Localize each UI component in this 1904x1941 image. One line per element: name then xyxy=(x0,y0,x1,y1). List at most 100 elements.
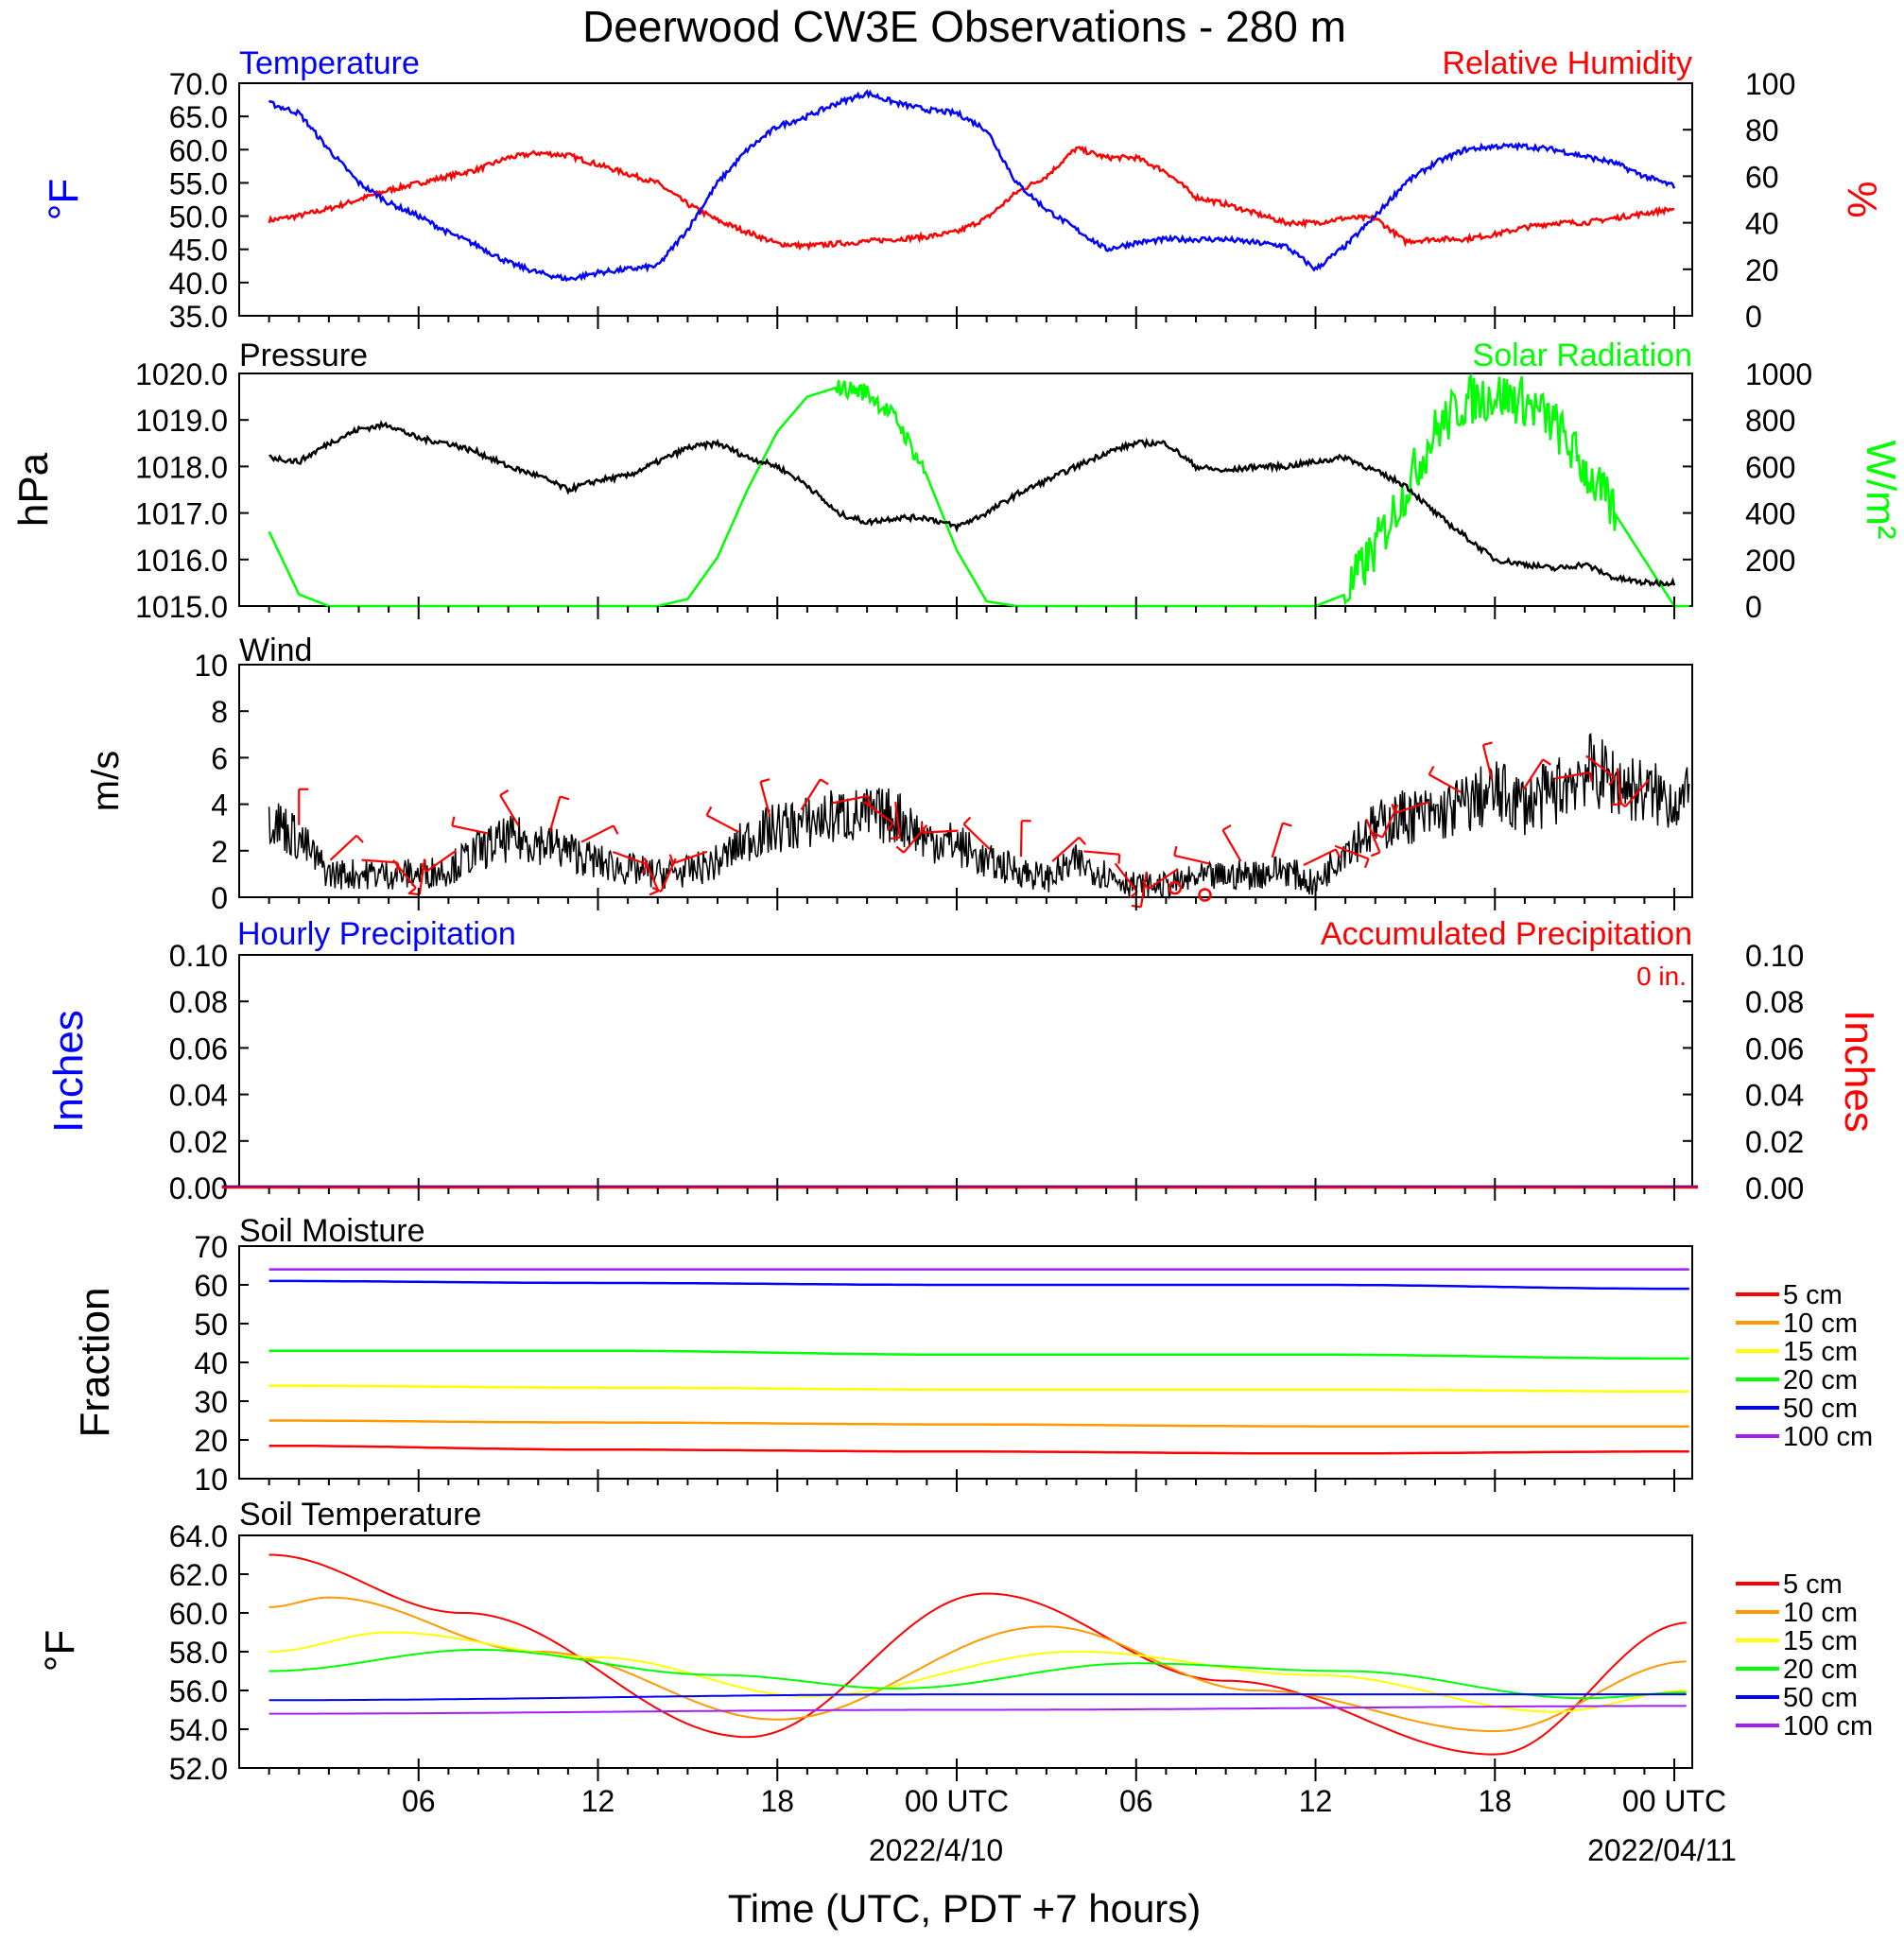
chart-title: Deerwood CW3E Observations - 280 m xyxy=(582,2,1346,51)
temp-tick-4: 50.0 xyxy=(169,200,228,234)
wind-barb-flag xyxy=(895,845,905,854)
temp-tick-6: 40.0 xyxy=(169,267,228,301)
wind-barb xyxy=(643,857,660,892)
soilt-tick-5: 54.0 xyxy=(169,1713,228,1747)
solar-tick-4: 200 xyxy=(1745,544,1795,578)
wind-barb-flag xyxy=(668,854,675,864)
pressure-unit: hPa xyxy=(10,452,57,527)
pressure-line xyxy=(268,420,1676,588)
soil-temp-line-5 xyxy=(268,1705,1687,1715)
rh-tick-1: 80 xyxy=(1745,113,1779,147)
precip-tick-3: 0.04 xyxy=(169,1079,228,1113)
wind-barb xyxy=(922,829,959,834)
soil-temp-unit: °F xyxy=(37,1630,83,1672)
solar-line xyxy=(268,373,1689,608)
wind-barb xyxy=(612,850,648,866)
soil-moisture-legend-label-2: 15 cm xyxy=(1783,1337,1858,1367)
soil-moisture-line-4 xyxy=(268,1279,1689,1291)
wind-barb-flag xyxy=(612,824,619,835)
wind-barbs xyxy=(298,741,1650,909)
rh-tick-4: 20 xyxy=(1745,253,1779,287)
temperature-line xyxy=(268,89,1676,283)
soil-temp-line-0 xyxy=(268,1553,1687,1756)
wind-barb xyxy=(1394,801,1430,814)
soil-temp-line-4 xyxy=(268,1693,1687,1702)
x-tick-label-3: 00 UTC xyxy=(905,1784,1009,1818)
panel-soil-moisture: Soil Moisture Fraction 70 60 50 40 30 20 10 5 … xyxy=(72,1213,1873,1497)
soilt-tick-6: 52.0 xyxy=(169,1752,228,1786)
x-tick-label-0: 06 xyxy=(402,1784,436,1818)
wind-calm-marker xyxy=(1198,888,1212,902)
wind-barb-flag xyxy=(886,822,894,832)
wind-barb-flag xyxy=(1142,880,1150,890)
precip-tick-2: 0.06 xyxy=(169,1031,228,1066)
soilm-tick-5: 20 xyxy=(194,1424,228,1458)
hourly-precip-tick-labels: 0.10 0.08 0.06 0.04 0.02 0.00 xyxy=(169,939,249,1205)
wind-barb xyxy=(962,823,991,850)
wind-barb-flag xyxy=(1078,836,1086,845)
wind-barb xyxy=(706,814,739,834)
wind-barb xyxy=(1221,829,1242,862)
temp-tick-2: 60.0 xyxy=(169,133,228,167)
wind-barb-flag xyxy=(420,862,428,873)
wind-barb xyxy=(672,850,708,865)
x-tick-label-4: 06 xyxy=(1119,1784,1153,1818)
soilm-tick-2: 50 xyxy=(194,1308,228,1342)
soil-temp-legend-label-1: 10 cm xyxy=(1783,1598,1858,1628)
wind-barb-flag xyxy=(1608,776,1616,787)
wind-barb-flag xyxy=(921,823,924,833)
wind-barb xyxy=(1083,850,1120,856)
wind-barb-flag xyxy=(1117,854,1121,864)
panel-precipitation: Hourly Precipitation Accumulated Precipi… xyxy=(45,916,1882,1205)
soil-temp-tick-labels: 64.0 62.0 60.0 58.0 56.0 54.0 52.0 xyxy=(169,1519,249,1786)
wind-barb xyxy=(660,858,677,893)
soil-moisture-line-3 xyxy=(268,1349,1689,1360)
accum-precip-title: Accumulated Precipitation xyxy=(1321,916,1692,952)
soil-temp-legend-label-3: 20 cm xyxy=(1783,1655,1858,1685)
wind-barb-flag xyxy=(760,778,770,783)
temperature-title: Temperature xyxy=(239,45,420,81)
wind-barb xyxy=(1019,821,1023,858)
soilm-tick-1: 60 xyxy=(194,1269,228,1303)
temperature-unit: °F xyxy=(41,179,87,220)
soil-temp-lines xyxy=(268,1553,1687,1756)
pressure-title: Pressure xyxy=(239,338,368,373)
soilt-tick-2: 60.0 xyxy=(169,1597,228,1631)
accum-tick-2: 0.06 xyxy=(1745,1031,1804,1066)
solar-unit: W/m² xyxy=(1858,440,1904,539)
wind-barb xyxy=(392,858,417,889)
x-axis-date-1: 2022/4/10 xyxy=(869,1833,1003,1867)
wind-barb-flag xyxy=(962,816,972,825)
wind-barb xyxy=(894,802,901,838)
wind-barb-flag xyxy=(1428,765,1435,775)
solar-title: Solar Radiation xyxy=(1473,338,1692,373)
solar-tick-0: 1000 xyxy=(1745,357,1812,391)
solar-tick-2: 600 xyxy=(1745,450,1795,484)
wind-barb xyxy=(1624,778,1650,808)
rh-tick-5: 0 xyxy=(1745,300,1762,334)
wind-barb-flag xyxy=(1373,832,1383,839)
wind-barb-flag xyxy=(866,795,872,806)
soilt-tick-1: 62.0 xyxy=(169,1558,228,1592)
wind-barb-flag xyxy=(1335,848,1341,858)
wind-barb-flag xyxy=(1173,845,1178,857)
soil-moisture-legend-label-1: 10 cm xyxy=(1783,1308,1858,1339)
wind-barb-flag xyxy=(820,778,829,786)
accum-tick-3: 0.04 xyxy=(1745,1079,1804,1113)
wind-line xyxy=(268,732,1690,900)
soil-temp-legend-label-2: 15 cm xyxy=(1783,1626,1858,1656)
accum-tick-1: 0.08 xyxy=(1745,985,1804,1019)
wind-barb xyxy=(452,824,488,835)
x-tick-label-1: 12 xyxy=(581,1784,615,1818)
press-tick-4: 1016.0 xyxy=(135,544,228,578)
wind-line-path xyxy=(268,732,1690,900)
x-axis-date-2: 2022/04/11 xyxy=(1587,1833,1737,1867)
wind-tick-4: 2 xyxy=(211,835,228,869)
wind-barb-flag xyxy=(1611,803,1622,806)
solar-tick-3: 400 xyxy=(1745,497,1795,531)
accum-tick-0: 0.10 xyxy=(1745,939,1804,973)
wind-tick-0: 10 xyxy=(194,649,228,683)
rh-tick-3: 40 xyxy=(1745,207,1779,241)
